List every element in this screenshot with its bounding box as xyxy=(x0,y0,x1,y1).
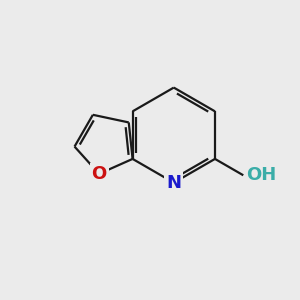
Text: N: N xyxy=(166,174,181,192)
Text: O: O xyxy=(92,165,107,183)
Text: OH: OH xyxy=(246,166,277,184)
